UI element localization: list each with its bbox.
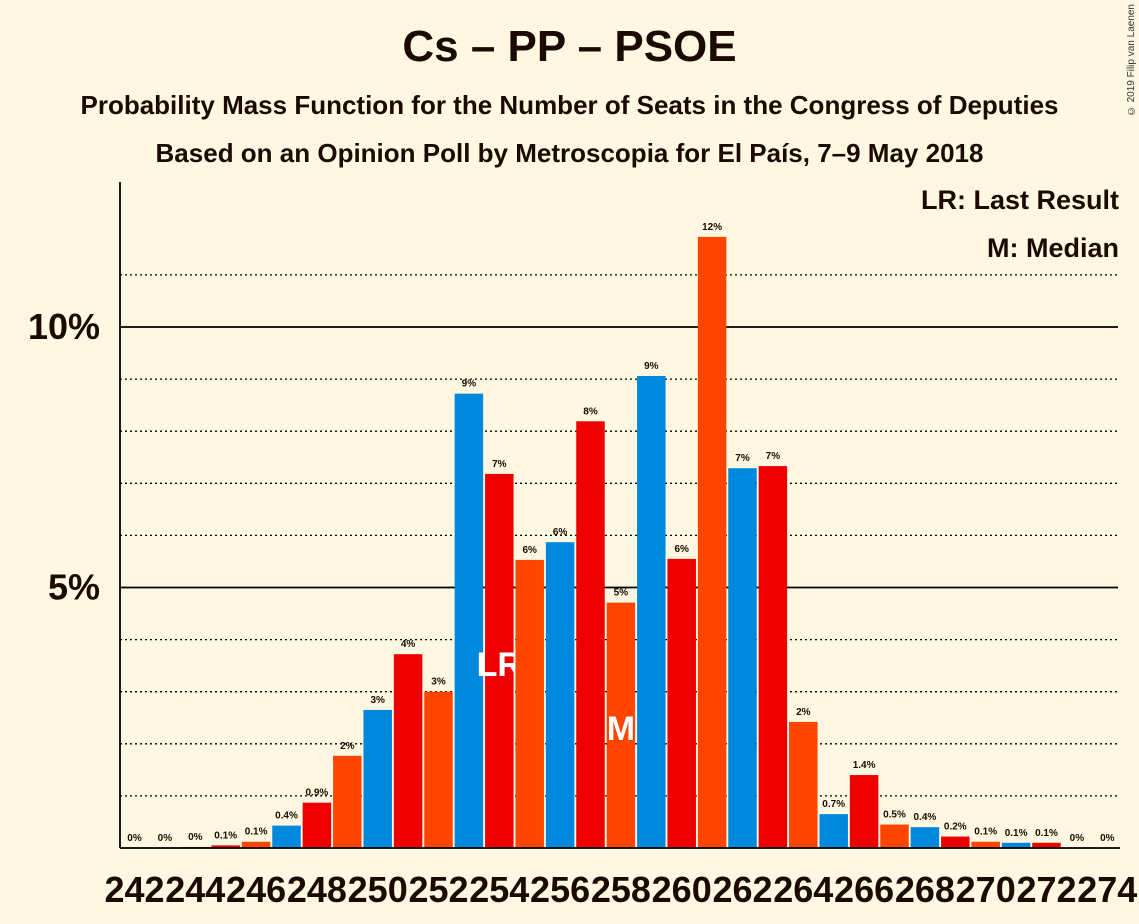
bar-seats-255 [515,559,544,848]
bar-value-label: 6% [674,544,689,555]
chart-title: Cs – PP – PSOE [402,22,737,71]
x-tick-label: 270 [956,869,1016,910]
bar-value-label: 8% [583,406,598,417]
bar-value-label: 7% [492,459,507,470]
bar-value-label: 6% [522,545,537,556]
bar-seats-260 [667,558,696,848]
x-tick-label: 260 [652,869,712,910]
bar-value-label: 1.4% [853,760,876,771]
bar-seats-270 [971,841,1000,848]
bar-value-label: 3% [370,695,385,706]
bar-seats-259 [637,375,666,848]
x-tick-label: 248 [287,869,347,910]
bar-value-label: 0.7% [822,799,845,810]
x-tick-label: 264 [773,869,833,910]
bar-value-label: 0.4% [275,811,298,822]
bar-seats-272 [1032,842,1061,848]
bar-value-label: 0.4% [914,812,937,823]
bar-value-label: 0.1% [245,827,268,838]
x-tick-label: 244 [165,869,225,910]
bar-seats-253 [454,393,484,848]
x-tick-label: 242 [104,869,164,910]
bar-value-label: 0.9% [306,788,329,799]
bar-seats-249 [333,755,362,848]
bar-seats-269 [941,836,970,848]
bar-seats-263 [758,466,788,848]
bar-seats-245 [211,845,240,848]
bar-value-label: 2% [340,741,355,752]
x-tick-label: 266 [834,869,894,910]
bar-seats-246 [241,841,271,848]
bar-seats-261 [697,236,727,848]
bar-seats-268 [910,827,940,848]
chart-subtitle: Probability Mass Function for the Number… [80,90,1059,120]
bar-seats-256 [545,542,575,848]
bar-seats-257 [576,421,605,848]
x-tick-label: 262 [712,869,772,910]
bar-value-label: 2% [796,707,811,718]
bar-value-label: 0.5% [883,810,906,821]
x-tick-label: 254 [469,869,529,910]
x-tick-label: 252 [408,869,468,910]
bar-value-label: 0.2% [944,822,967,833]
bar-value-label: 0.1% [1005,828,1028,839]
median-marker: M [607,710,635,748]
bar-value-label: 0% [188,832,203,843]
bar-value-label: 0% [1070,833,1085,844]
bar-seats-247 [272,825,301,848]
bar-seats-251 [393,654,423,848]
bar-seats-271 [1001,842,1031,848]
bar-value-label: 6% [553,527,568,538]
bar-value-label: 9% [462,379,477,390]
bar-value-label: 7% [735,453,750,464]
bar-seats-265 [819,814,848,848]
bar-value-label: 4% [401,639,416,650]
bar-value-label: 0% [158,833,173,844]
bar-value-label: 0.1% [974,827,997,838]
x-tick-label: 272 [1016,869,1076,910]
bar-seats-262 [728,468,757,848]
bar-value-label: 0% [1100,833,1115,844]
bar-value-label: 12% [702,222,722,233]
bar-seats-267 [880,824,909,848]
y-tick-label: 5% [48,567,100,608]
bar-seats-264 [789,721,818,848]
bar-seats-248 [302,802,332,848]
x-tick-label: 256 [530,869,590,910]
last-result-marker: LR [477,646,522,684]
y-tick-label: 10% [28,306,100,347]
x-tick-label: 258 [591,869,651,910]
bar-value-label: 0% [127,833,142,844]
chart-subtitle-source: Based on an Opinion Poll by Metroscopia … [155,138,984,168]
legend-last-result: LR: Last Result [920,185,1119,215]
x-tick-label: 274 [1077,869,1137,910]
bar-value-label: 0.1% [214,830,237,841]
bar-value-label: 5% [614,588,629,599]
bar-seats-250 [363,709,392,848]
bar-seats-266 [849,775,879,848]
x-tick-label: 250 [348,869,408,910]
bar-value-label: 9% [644,361,659,372]
bar-value-label: 3% [431,677,446,688]
bar-seats-252 [424,691,453,848]
bar-seats-258 [606,602,636,848]
bar-value-label: 0.1% [1035,828,1058,839]
x-tick-label: 246 [226,869,286,910]
legend-median: M: Median [987,233,1119,263]
bar-value-label: 7% [766,451,781,462]
x-tick-label: 268 [895,869,955,910]
bar-seats-254 [485,473,514,848]
